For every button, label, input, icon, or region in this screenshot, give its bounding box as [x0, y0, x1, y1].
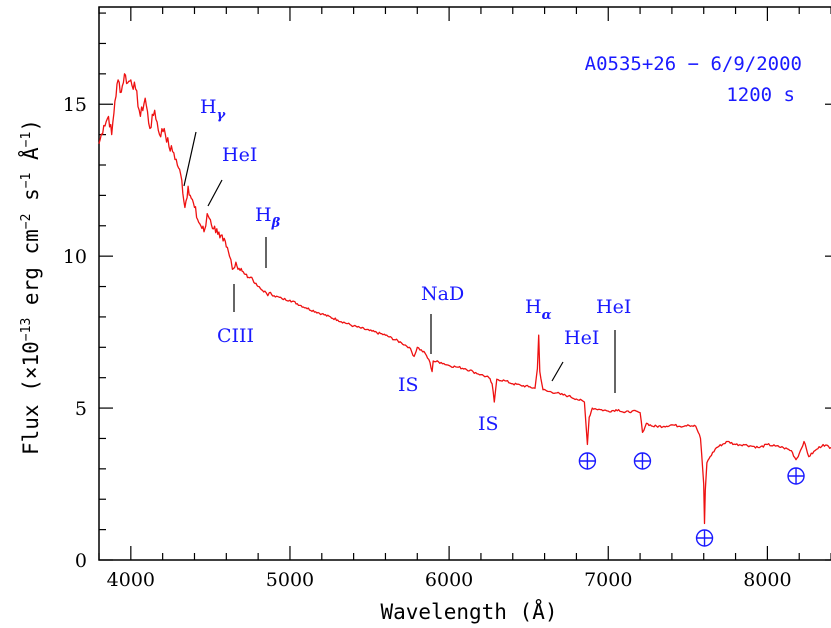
- y-tick-label: 15: [63, 94, 87, 116]
- annotation-hei-6678: HeI: [564, 327, 599, 349]
- x-tick-label: 7000: [584, 569, 632, 591]
- leader-hei-6678: [551, 361, 564, 382]
- leader-hei-4471: [207, 179, 223, 207]
- telluric-marker-icon: [695, 529, 714, 547]
- line-annotations: Hγ HeI Hβ CIII NaD IS IS Hα HeI HeI: [183, 96, 631, 435]
- annotation-nad: NaD: [421, 283, 464, 305]
- telluric-marker-icon: [633, 452, 652, 470]
- y-axis-label: Flux (×10−13 erg cm−2 s−1 Å−1): [17, 119, 43, 455]
- annotation-ciii: CIII: [217, 325, 254, 347]
- telluric-marker-icon: [578, 452, 597, 470]
- y-tick-label: 0: [75, 550, 87, 572]
- x-axis-ticks: 4000 5000 6000 7000 8000: [98, 7, 831, 591]
- object-label: A0535+26 − 6/9/2000: [585, 53, 802, 75]
- y-tick-label: 10: [63, 246, 87, 268]
- x-axis-label: Wavelength (Å): [380, 598, 557, 624]
- x-tick-label: 8000: [743, 569, 791, 591]
- x-tick-label: 6000: [425, 569, 473, 591]
- x-tick-label: 4000: [107, 569, 155, 591]
- y-axis-ticks: 0 5 10 15: [63, 12, 831, 572]
- exposure-label: 1200 s: [726, 84, 795, 106]
- plot-frame: [98, 6, 831, 561]
- annotation-h-beta: Hβ: [255, 204, 281, 231]
- x-tick-label: 5000: [266, 569, 314, 591]
- annotation-is-5780: IS: [398, 374, 419, 396]
- annotation-hei-4471: HeI: [222, 144, 257, 166]
- telluric-marker-icon: [787, 467, 805, 485]
- annotation-h-gamma: Hγ: [200, 96, 227, 123]
- y-tick-label: 5: [75, 398, 87, 420]
- annotation-hei-7065: HeI: [596, 296, 631, 318]
- spectrum-series-line: [98, 73, 831, 525]
- annotation-h-alpha: Hα: [525, 296, 552, 323]
- annotation-is-6284: IS: [478, 413, 499, 435]
- leader-h-gamma: [183, 131, 197, 187]
- telluric-markers: [578, 452, 805, 547]
